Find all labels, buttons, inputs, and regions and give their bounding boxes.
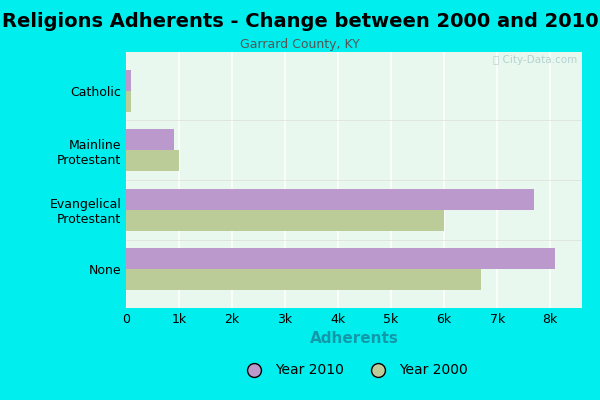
Bar (126, 269, 481, 290)
X-axis label: Adherents: Adherents (310, 332, 398, 346)
Legend: Year 2010, Year 2000: Year 2010, Year 2000 (235, 358, 473, 383)
Bar (126, 129, 174, 150)
Text: ⓘ City-Data.com: ⓘ City-Data.com (493, 54, 577, 64)
Bar (126, 91, 131, 112)
Bar (126, 70, 131, 91)
Text: Religions Adherents - Change between 2000 and 2010: Religions Adherents - Change between 200… (2, 12, 598, 31)
Bar (126, 150, 179, 171)
Bar (126, 248, 556, 269)
Bar (126, 189, 534, 210)
Text: Garrard County, KY: Garrard County, KY (240, 38, 360, 51)
Bar (126, 210, 444, 231)
